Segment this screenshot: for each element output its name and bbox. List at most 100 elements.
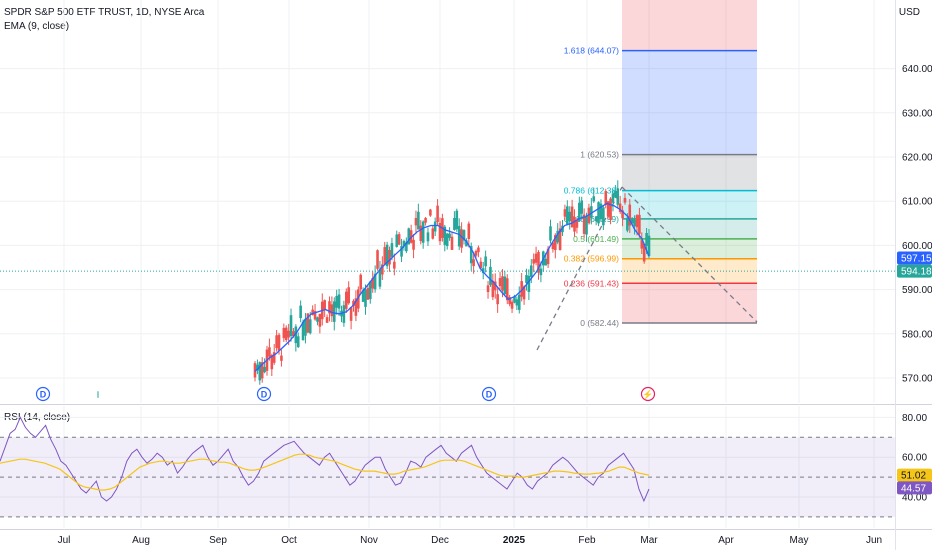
candle-body [635, 215, 639, 228]
candle-body [361, 290, 365, 302]
candle-body [385, 244, 389, 267]
trend-line [621, 186, 758, 323]
candle-body [431, 228, 435, 239]
ema-line [254, 202, 650, 372]
candle-body [453, 217, 456, 230]
candle-body [563, 209, 567, 217]
candle-body [378, 269, 382, 287]
fibonacci-retracement: 1.618 (644.07) 1 (620.53) 0.786 (612.38) 0.… [536, 0, 758, 351]
candle-body [638, 214, 641, 234]
candle-body [414, 218, 418, 226]
event-marker-label: ⚡ [642, 389, 653, 401]
event-marker-circle [256, 386, 272, 402]
time-axis-tick-label: Feb [578, 535, 596, 546]
candle-body [412, 239, 415, 250]
fib-zone [622, 218, 757, 239]
price-axis-tick-label: 590.00 [902, 285, 932, 296]
candle-body [318, 313, 322, 327]
rsi-badge [897, 481, 932, 495]
rsi-badge-label: 51.02 [901, 471, 926, 482]
candle-body [554, 235, 557, 251]
dividend-marker: D [256, 386, 272, 402]
candle-body [597, 202, 600, 224]
candle-body [628, 204, 632, 226]
chart-title: SPDR S&P 500 ETF TRUST, 1D, NYSE Arca [4, 7, 205, 18]
candle-body [556, 230, 560, 243]
candle-body [395, 234, 399, 247]
candle-body [640, 240, 644, 249]
dividend-marker: D [35, 386, 51, 402]
time-axis-tick-label: Dec [431, 535, 449, 546]
candle-body [330, 304, 334, 317]
candle-body [573, 216, 576, 232]
candle-body [388, 250, 391, 265]
time-axis-tick-label: Aug [132, 535, 150, 546]
candle-body [381, 264, 384, 275]
candle-body [323, 300, 326, 310]
candle-body [277, 334, 281, 351]
candle-body [618, 203, 622, 212]
candle-body [582, 214, 586, 234]
candle-body [397, 234, 401, 245]
candle-body [438, 222, 442, 242]
candle-body [332, 301, 336, 322]
rsi-badge [897, 468, 932, 482]
candle-body [498, 278, 502, 287]
candle-body [258, 362, 262, 381]
candle-body [443, 226, 447, 245]
candle-body [364, 289, 367, 307]
candle-body [517, 294, 521, 310]
time-axis-tick-label: 2025 [503, 535, 526, 546]
rsi-axis-tick-label: 80.00 [902, 413, 927, 424]
candle-body [609, 198, 612, 221]
candle-body [525, 275, 528, 283]
candle-body [513, 296, 516, 303]
candle-body [313, 310, 317, 320]
candle-body [376, 250, 379, 269]
candle-body [510, 301, 514, 309]
event-marker-circle [481, 386, 497, 402]
price-badge [897, 264, 932, 278]
candle-body [522, 286, 526, 300]
event-marker-label: D [40, 390, 47, 400]
candle-body [534, 253, 538, 263]
candle-body [566, 206, 569, 225]
price-axis-tick-label: 620.00 [902, 153, 932, 164]
candle-body [537, 252, 540, 273]
candle-body [467, 223, 471, 239]
fib-zone [622, 190, 757, 219]
candle-body [393, 261, 396, 269]
fib-level-label: 1.618 (644.07) [564, 46, 619, 56]
candle-body [616, 188, 620, 205]
candle-body [352, 300, 355, 306]
candle-body [301, 321, 305, 341]
candle-body [275, 335, 278, 349]
candle-body [445, 233, 449, 247]
candle-body [486, 285, 490, 293]
candle-body [342, 305, 346, 323]
candle-body [462, 230, 466, 241]
rsi-ma-line [0, 453, 650, 491]
candle-body [292, 331, 295, 336]
candle-body [496, 294, 499, 305]
candle-body [390, 243, 394, 257]
candle-body [491, 280, 495, 298]
candle-body [520, 281, 523, 297]
candle-body [532, 259, 535, 264]
candle-body [621, 210, 624, 219]
fib-level-label: 1 (620.53) [580, 150, 619, 160]
price-axis: 570.00 580.00 590.00 600.00 610.00 620.00 630.… [897, 64, 932, 385]
candle-body [469, 246, 473, 264]
candle-body [424, 218, 427, 223]
candle-body [539, 268, 543, 276]
candle-body [253, 363, 257, 378]
candle-body [606, 201, 610, 217]
fib-level-label: 0.786 (612.38) [564, 186, 619, 196]
fib-zone [622, 238, 757, 259]
candle-body [296, 336, 300, 348]
candle-body [417, 211, 420, 230]
price-badge [897, 251, 932, 265]
candle-body [626, 217, 629, 231]
